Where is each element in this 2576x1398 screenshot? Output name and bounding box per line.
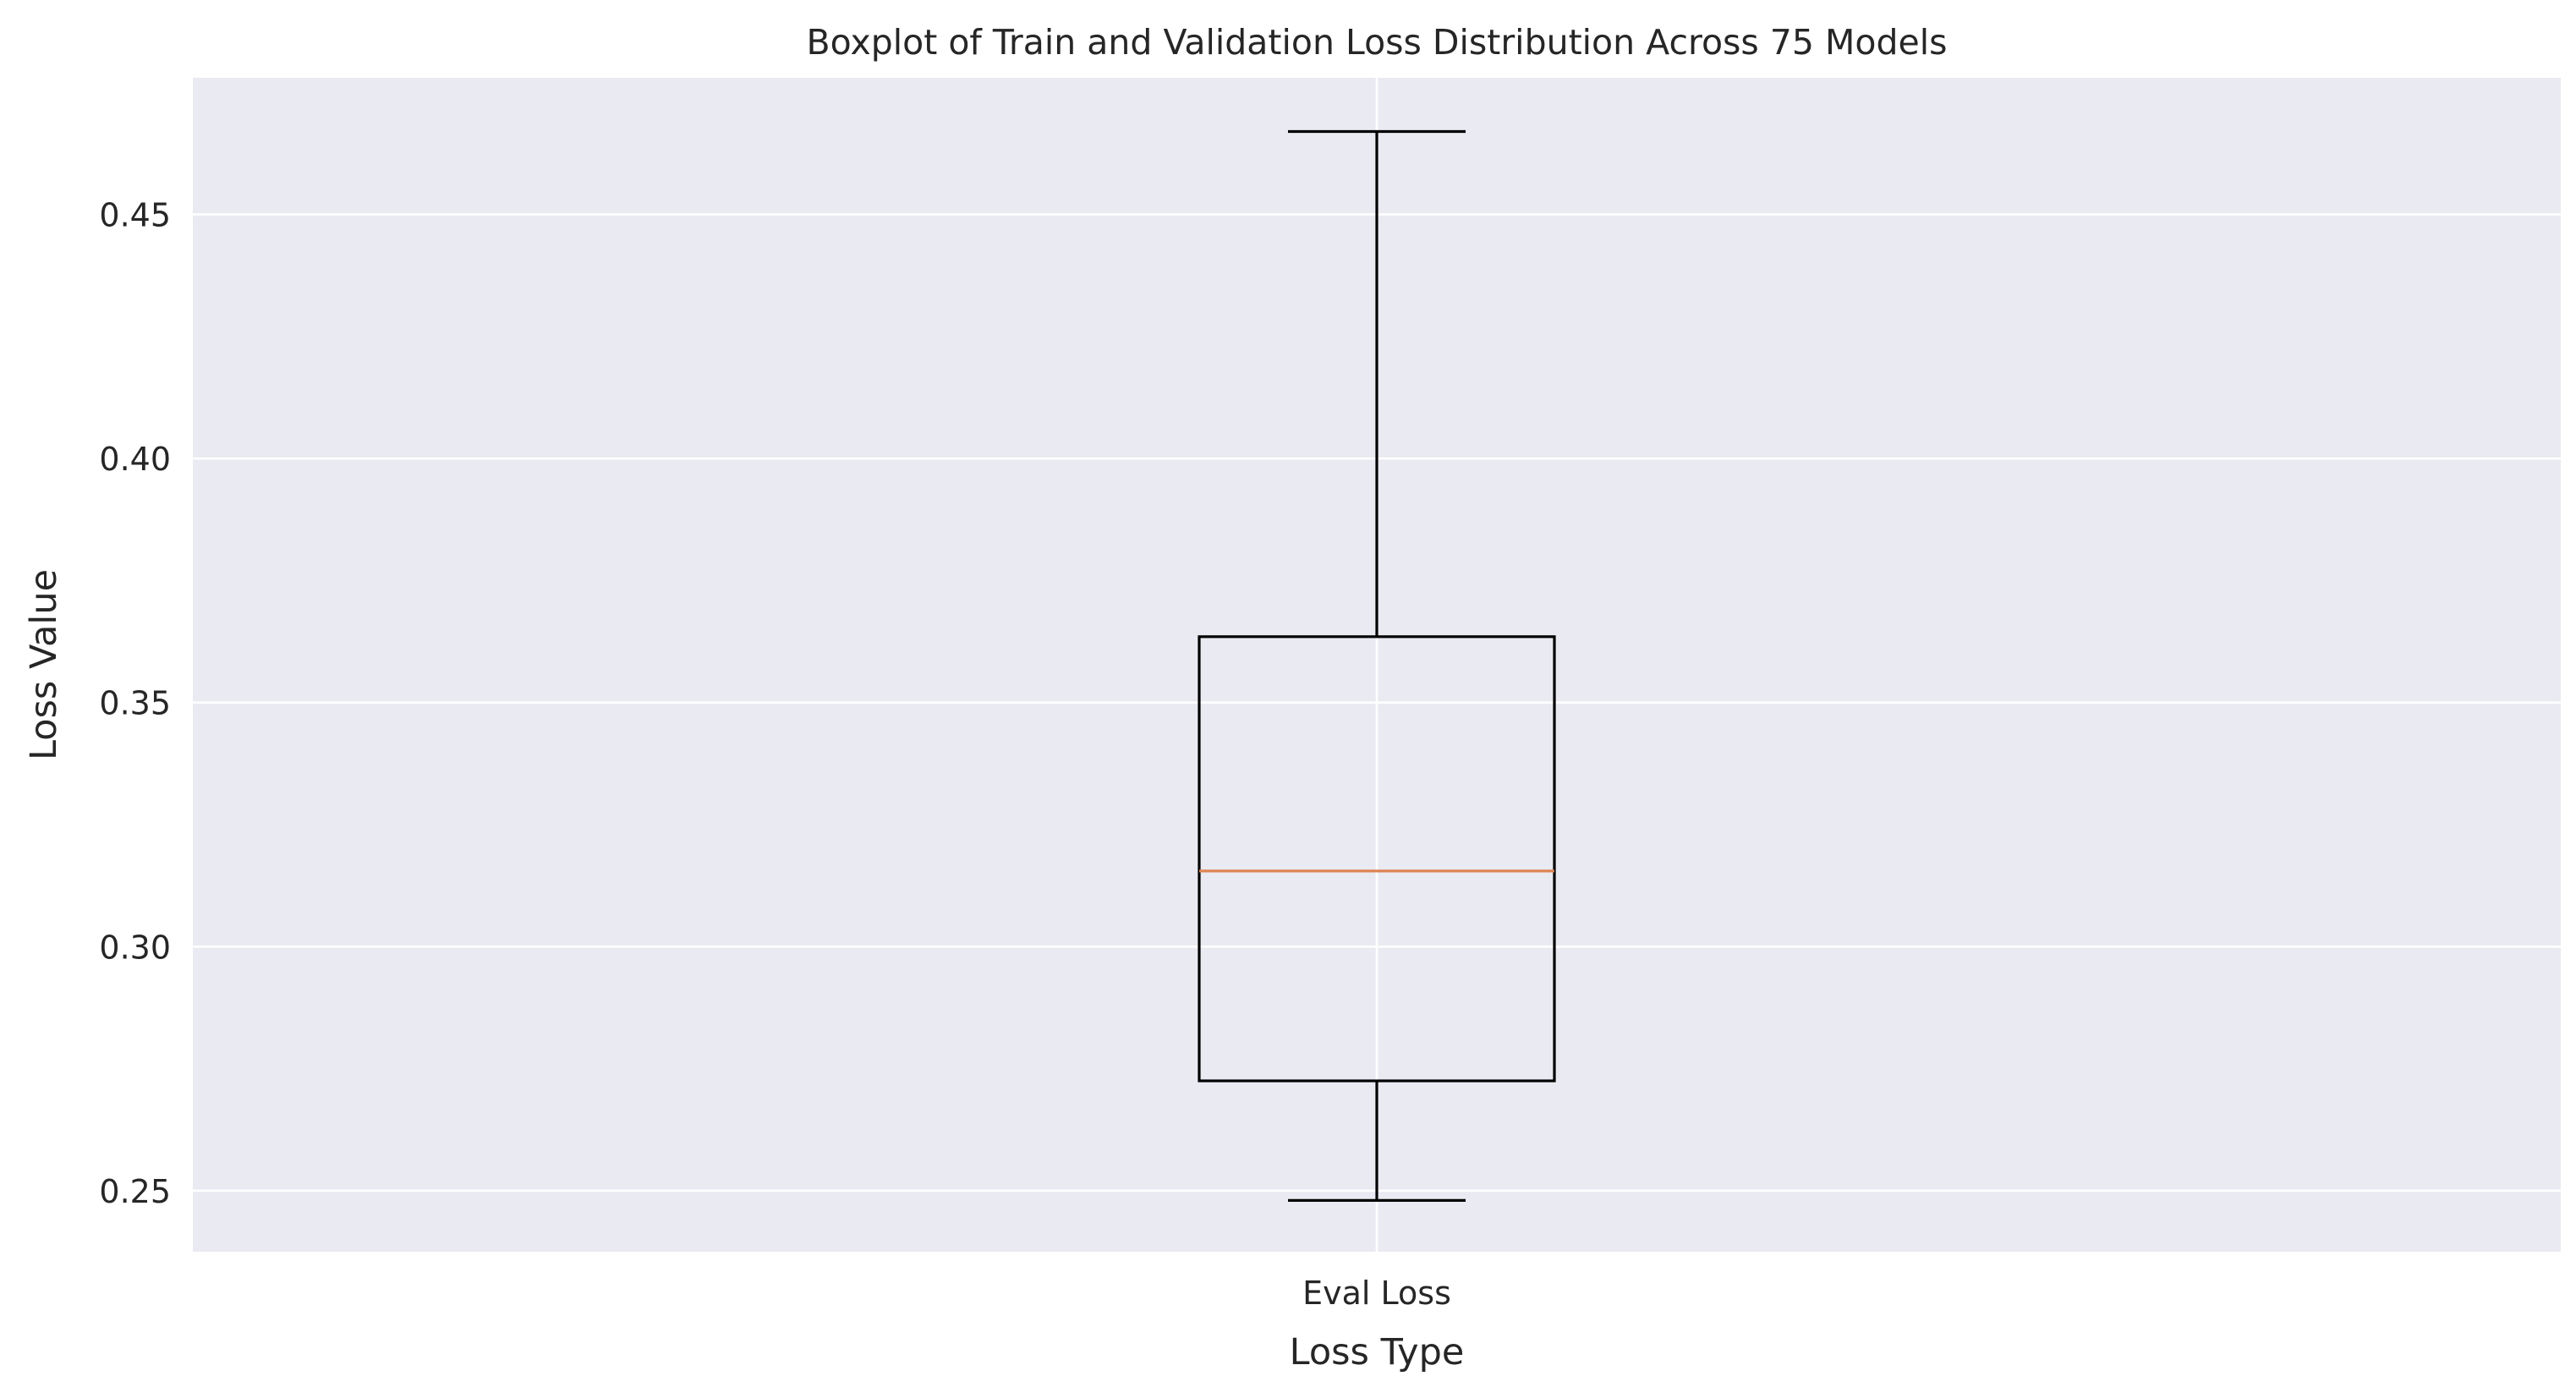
y-tick-label: 0.30 <box>99 929 171 966</box>
box-iqr <box>1198 635 1556 1083</box>
y-tick-label: 0.35 <box>99 685 171 722</box>
x-axis-label: Loss Type <box>1290 1331 1465 1373</box>
chart-title: Boxplot of Train and Validation Loss Dis… <box>807 22 1948 63</box>
box-layer <box>1198 129 1556 1203</box>
y-tick-label: 0.25 <box>99 1173 171 1210</box>
x-tick-labels: Eval Loss <box>1302 1275 1451 1312</box>
y-tick-label: 0.45 <box>99 197 171 234</box>
y-axis-label: Loss Value <box>23 569 65 760</box>
y-tick-labels: 0.25 0.30 0.35 0.40 0.45 <box>99 197 171 1210</box>
y-tick-label: 0.40 <box>99 441 171 478</box>
x-tick-label: Eval Loss <box>1302 1275 1451 1312</box>
